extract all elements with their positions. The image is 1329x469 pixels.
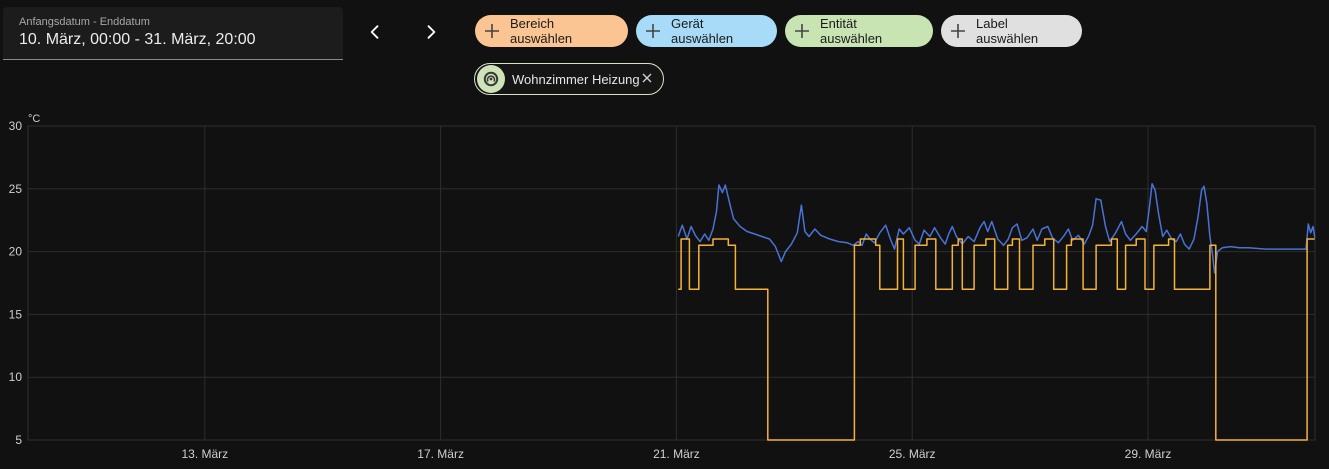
choose-device-chip[interactable]: Gerät auswählen xyxy=(636,15,777,47)
chart-grid xyxy=(27,125,1316,441)
y-tick-label: 5 xyxy=(15,433,22,447)
x-tick-label: 13. März xyxy=(181,447,228,461)
x-tick-label: 25. März xyxy=(889,447,936,461)
choose-label-label: Label auswählen xyxy=(976,16,1039,46)
y-tick-label: 20 xyxy=(9,245,23,259)
selected-entity-chip[interactable]: Wohnzimmer Heizung xyxy=(474,63,664,95)
target-temperature-line xyxy=(678,238,1315,441)
date-range-label: Anfangsdatum - Enddatum xyxy=(19,16,150,28)
choose-entity-chip[interactable]: Entität auswählen xyxy=(785,15,933,47)
previous-period-button[interactable] xyxy=(357,14,393,50)
temperature-history-chart: 30 25 20 15 10 5 13. März 17. März 21. März 25. … xyxy=(9,113,1316,461)
plus-icon xyxy=(793,22,811,40)
next-period-button[interactable] xyxy=(413,14,449,50)
date-range-picker[interactable]: Anfangsdatum - Enddatum 10. März, 00:00 … xyxy=(3,7,343,60)
chevron-right-icon xyxy=(427,25,436,39)
plus-icon xyxy=(644,22,662,40)
close-icon[interactable] xyxy=(641,72,655,86)
choose-entity-label: Entität auswählen xyxy=(820,16,883,46)
y-axis-unit: °C xyxy=(28,113,40,125)
x-tick-label: 21. März xyxy=(653,447,700,461)
chevron-left-icon xyxy=(370,25,379,39)
choose-area-label: Bereich auswählen xyxy=(510,16,573,46)
plus-icon xyxy=(483,22,501,40)
y-tick-label: 30 xyxy=(9,119,23,133)
x-tick-label: 17. März xyxy=(417,447,464,461)
y-tick-label: 10 xyxy=(9,370,23,384)
x-axis: 13. März 17. März 21. März 25. März 29. März xyxy=(181,447,1171,461)
current-temperature-line xyxy=(677,183,1316,274)
y-axis: 30 25 20 15 10 5 xyxy=(9,119,23,447)
chart-series xyxy=(677,183,1316,441)
choose-area-chip[interactable]: Bereich auswählen xyxy=(475,15,628,47)
y-tick-label: 25 xyxy=(9,182,23,196)
date-range-value: 10. März, 00:00 - 31. März, 20:00 xyxy=(19,31,256,48)
selected-entity-label: Wohnzimmer Heizung xyxy=(512,71,640,87)
x-tick-label: 29. März xyxy=(1125,447,1172,461)
plot-area-border xyxy=(27,125,1316,441)
y-tick-label: 15 xyxy=(9,307,23,321)
plus-icon xyxy=(949,22,967,40)
choose-device-label: Gerät auswählen xyxy=(671,16,734,46)
choose-label-chip[interactable]: Label auswählen xyxy=(941,15,1082,47)
thermostat-icon xyxy=(477,65,505,93)
